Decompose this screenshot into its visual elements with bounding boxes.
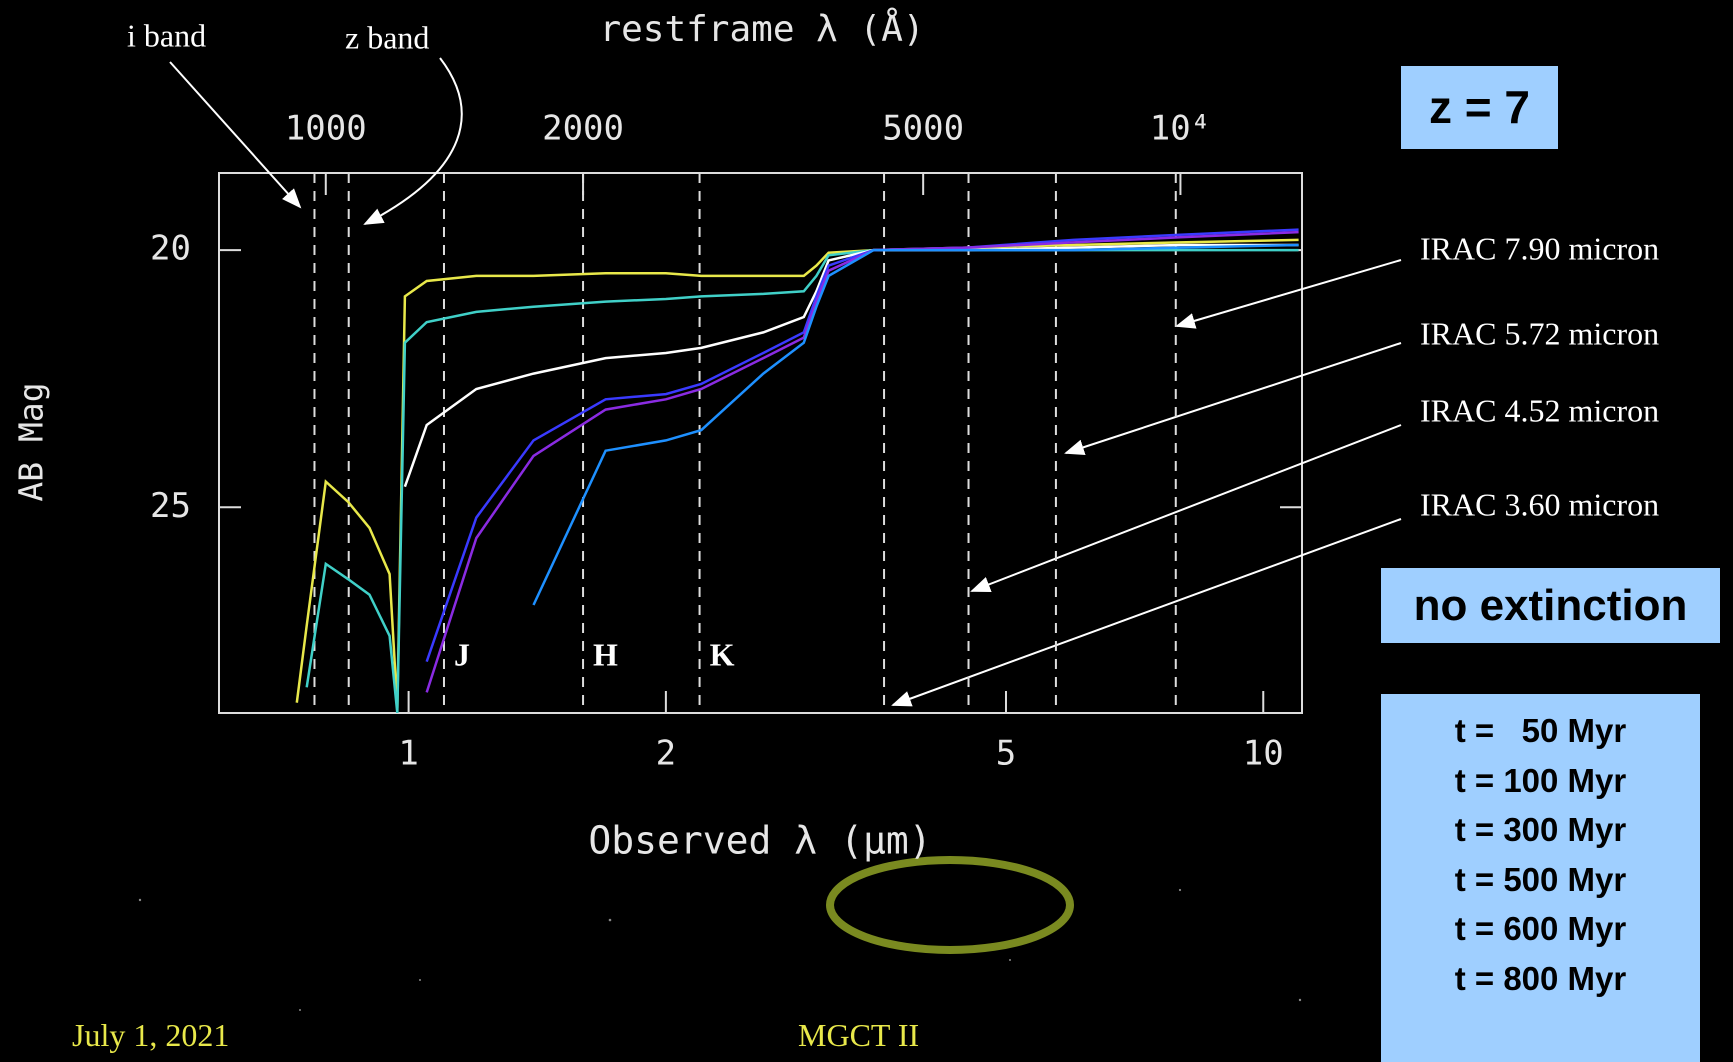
extinction-box: no extinction (1381, 568, 1720, 643)
plot-frame (219, 173, 1302, 713)
y-tick-label: 25 (150, 486, 191, 526)
x-tick-label: 2 (656, 734, 676, 774)
footer-date: July 1, 2021 (72, 1017, 229, 1053)
x-tick-label: 5 (996, 734, 1016, 774)
footer-event: MGCT II (798, 1017, 919, 1053)
x2-tick-label: 5000 (882, 109, 964, 149)
y-axis-label: AB Mag (12, 382, 51, 501)
band-label: H (593, 636, 618, 672)
band-label: J (454, 636, 470, 672)
x2-axis-label: restframe λ (Å) (599, 7, 924, 50)
legend-entry: t = 800 Myr (1381, 954, 1700, 1004)
band-label: IRAC 3.60 micron (1420, 486, 1659, 522)
redshift-box: z = 7 (1401, 66, 1558, 149)
x2-tick-label: 10⁴ (1150, 109, 1211, 149)
legend-entry: t = 100 Myr (1381, 756, 1700, 806)
x-tick-label: 1 (398, 734, 418, 774)
extinction-label: no extinction (1414, 581, 1688, 630)
band-label: IRAC 4.52 micron (1420, 392, 1659, 428)
y-tick-label: 20 (150, 229, 191, 269)
band-label: i band (127, 17, 206, 53)
legend-entry: t = 600 Myr (1381, 904, 1700, 954)
slide: {"chart_data": { "type": "line", "x_labe… (0, 0, 1733, 1062)
x-tick-label: 10 (1243, 734, 1284, 774)
redshift-label: z = 7 (1429, 81, 1530, 133)
x2-tick-label: 1000 (285, 109, 367, 149)
x-axis-label: Observed λ (μm) (588, 819, 931, 863)
x2-tick-label: 2000 (542, 109, 624, 149)
band-label: IRAC 5.72 micron (1420, 315, 1659, 351)
legend-entry: t = 300 Myr (1381, 805, 1700, 855)
band-label: IRAC 7.90 micron (1420, 230, 1659, 266)
legend-entry: t = 500 Myr (1381, 855, 1700, 905)
legend-entry: t = 50 Myr (1381, 706, 1700, 756)
band-label: K (710, 636, 735, 672)
band-label: z band (345, 19, 429, 55)
